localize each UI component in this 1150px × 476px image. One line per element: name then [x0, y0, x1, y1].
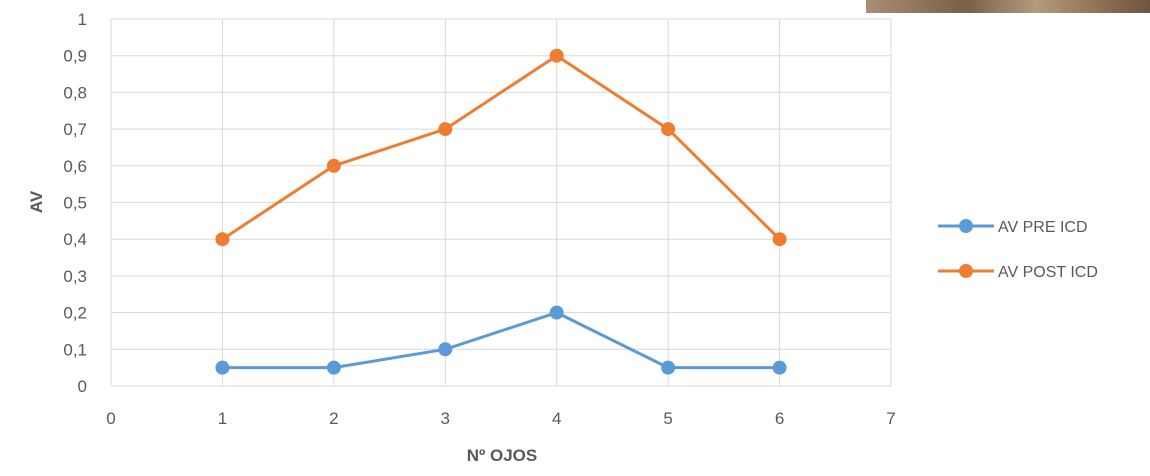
y-tick-label: 0,2: [63, 304, 87, 323]
x-tick-label: 1: [218, 409, 227, 428]
grid-layer: [110, 18, 892, 387]
data-point: [215, 232, 230, 247]
y-tick-label: 0: [78, 377, 87, 396]
y-tick-label: 0,1: [63, 340, 87, 359]
data-point: [772, 360, 787, 375]
y-tick-label: 0,8: [63, 83, 87, 102]
data-point: [661, 360, 676, 375]
photo-fragment-image: [866, 0, 1150, 13]
series-layer: [215, 48, 787, 375]
data-point: [438, 122, 453, 137]
series-line: [221, 54, 781, 241]
data-point: [549, 48, 564, 63]
y-tick-label: 1: [78, 10, 87, 29]
y-tick-label: 0,4: [63, 230, 87, 249]
x-tick-label: 4: [552, 409, 561, 428]
data-point: [326, 158, 341, 173]
x-tick-label: 0: [106, 409, 115, 428]
data-point: [549, 305, 564, 320]
data-point: [326, 360, 341, 375]
x-tick-label: 7: [886, 409, 895, 428]
axis-layer: 0 0,1 0,2 0,3 0,4 0,5 0,6 0,7 0,8 0,9 1 0 1 2 3 4 5 6 7: [63, 10, 895, 428]
legend-label: AV PRE ICD: [998, 219, 1088, 236]
legend: AV PRE ICD AV POST ICD: [938, 219, 1098, 281]
legend-marker: [959, 219, 973, 233]
legend-marker: [959, 264, 973, 278]
x-axis-title: Nº OJOS: [467, 446, 537, 465]
data-point: [772, 232, 787, 247]
series-line: [222, 311, 780, 370]
x-tick-label: 6: [775, 409, 784, 428]
legend-label: AV POST ICD: [998, 264, 1098, 281]
data-point: [215, 360, 230, 375]
y-tick-label: 0,5: [63, 194, 87, 213]
data-point: [661, 122, 676, 137]
y-axis-title: AV: [27, 190, 46, 213]
y-tick-label: 0,6: [63, 157, 87, 176]
x-tick-label: 3: [441, 409, 450, 428]
x-tick-label: 5: [663, 409, 672, 428]
y-tick-label: 0,3: [63, 267, 87, 286]
y-tick-label: 0,9: [63, 47, 87, 66]
x-tick-label: 2: [329, 409, 338, 428]
y-tick-label: 0,7: [63, 120, 87, 139]
data-point: [438, 342, 453, 357]
